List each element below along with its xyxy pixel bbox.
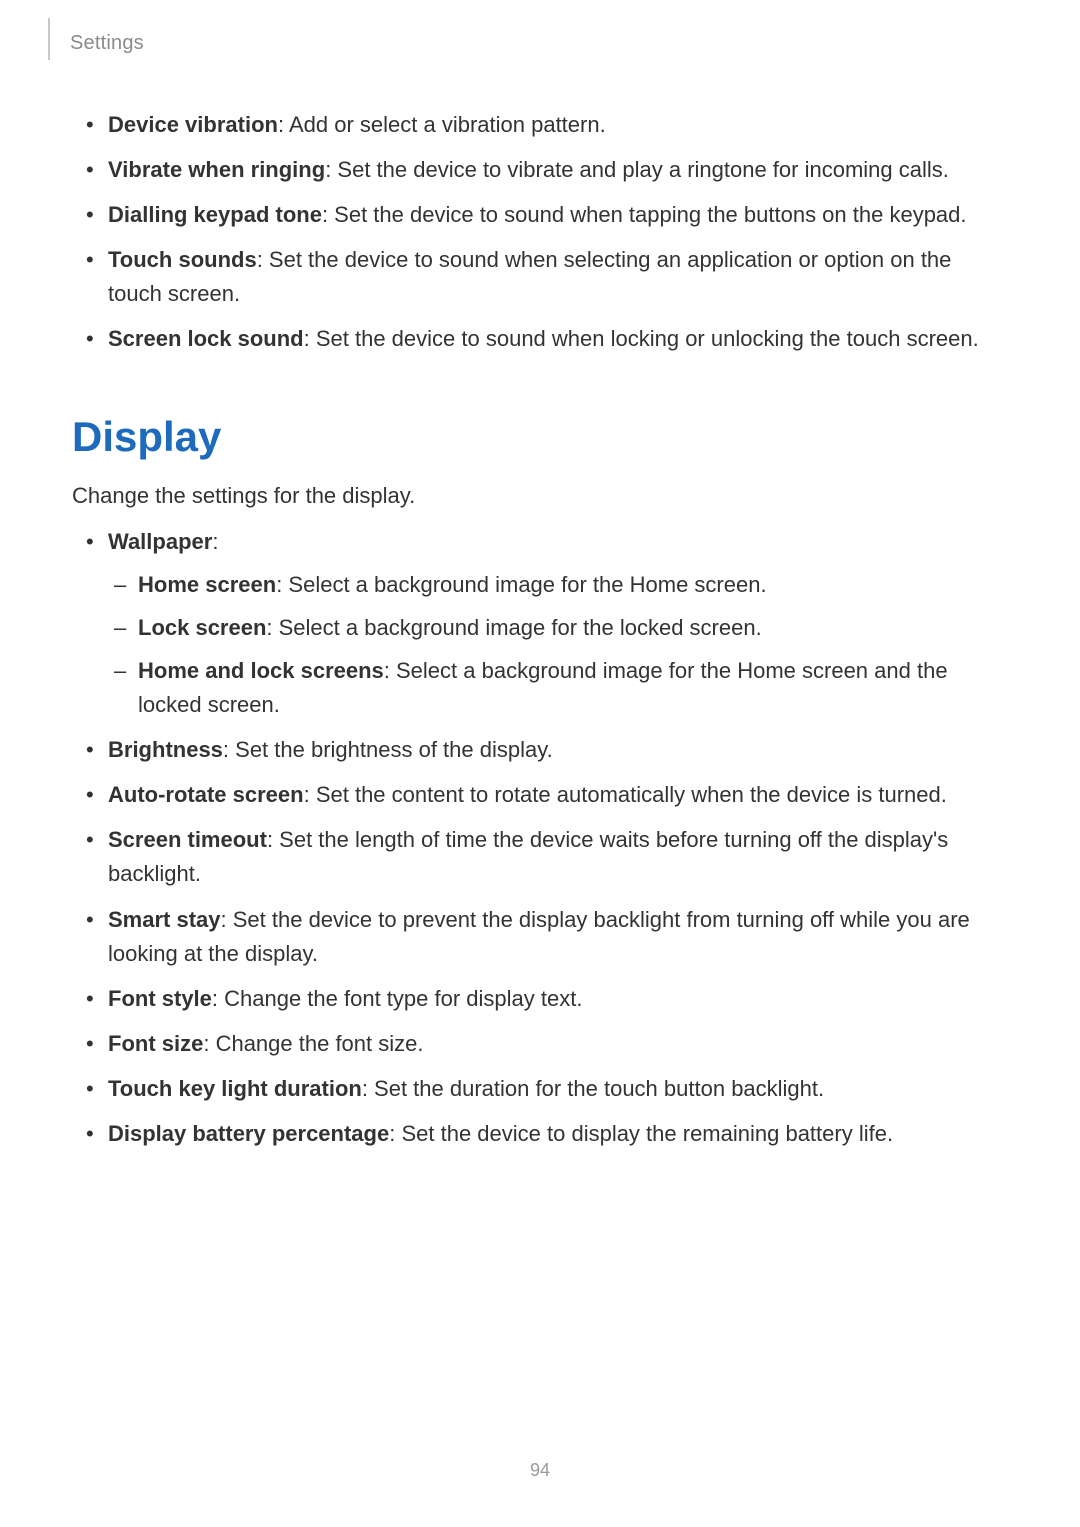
- header-divider: [48, 18, 50, 60]
- list-item: Font size: Change the font size.: [72, 1027, 1008, 1061]
- item-term: Device vibration: [108, 112, 278, 137]
- item-desc: : Set the device to prevent the display …: [108, 907, 970, 966]
- item-desc: : Change the font type for display text.: [212, 986, 583, 1011]
- list-item: Screen lock sound: Set the device to sou…: [72, 322, 1008, 356]
- list-item: Wallpaper: Home screen: Select a backgro…: [72, 525, 1008, 722]
- display-bullet-list: Wallpaper: Home screen: Select a backgro…: [72, 525, 1008, 1151]
- item-desc: : Change the font size.: [203, 1031, 423, 1056]
- list-item: Display battery percentage: Set the devi…: [72, 1117, 1008, 1151]
- item-desc: : Set the device to display the remainin…: [389, 1121, 893, 1146]
- item-desc: :: [212, 529, 218, 554]
- list-item: Smart stay: Set the device to prevent th…: [72, 903, 1008, 971]
- item-desc: : Set the content to rotate automaticall…: [304, 782, 947, 807]
- item-desc: : Select a background image for the lock…: [266, 615, 761, 640]
- item-term: Brightness: [108, 737, 223, 762]
- item-term: Vibrate when ringing: [108, 157, 325, 182]
- item-term: Wallpaper: [108, 529, 212, 554]
- display-intro: Change the settings for the display.: [72, 479, 1008, 513]
- header-section-label: Settings: [70, 32, 144, 55]
- item-term: Home screen: [138, 572, 276, 597]
- list-item: Device vibration: Add or select a vibrat…: [72, 108, 1008, 142]
- page-content: Device vibration: Add or select a vibrat…: [72, 0, 1008, 1151]
- item-term: Font size: [108, 1031, 203, 1056]
- item-desc: : Set the brightness of the display.: [223, 737, 553, 762]
- sounds-bullet-list: Device vibration: Add or select a vibrat…: [72, 108, 1008, 357]
- list-item: Vibrate when ringing: Set the device to …: [72, 153, 1008, 187]
- page: Settings Device vibration: Add or select…: [0, 0, 1080, 1527]
- item-term: Auto-rotate screen: [108, 782, 304, 807]
- item-term: Screen lock sound: [108, 326, 304, 351]
- wallpaper-sublist: Home screen: Select a background image f…: [108, 568, 1008, 722]
- item-term: Lock screen: [138, 615, 266, 640]
- item-desc: : Set the duration for the touch button …: [362, 1076, 824, 1101]
- list-item: Home and lock screens: Select a backgrou…: [108, 654, 1008, 722]
- item-term: Smart stay: [108, 907, 221, 932]
- item-desc: : Add or select a vibration pattern.: [278, 112, 606, 137]
- item-desc: : Select a background image for the Home…: [276, 572, 766, 597]
- list-item: Touch sounds: Set the device to sound wh…: [72, 243, 1008, 311]
- list-item: Screen timeout: Set the length of time t…: [72, 823, 1008, 891]
- list-item: Home screen: Select a background image f…: [108, 568, 1008, 602]
- item-desc: : Set the device to sound when locking o…: [304, 326, 979, 351]
- list-item: Auto-rotate screen: Set the content to r…: [72, 778, 1008, 812]
- list-item: Dialling keypad tone: Set the device to …: [72, 198, 1008, 232]
- page-number: 94: [0, 1460, 1080, 1481]
- item-term: Touch key light duration: [108, 1076, 362, 1101]
- display-heading: Display: [72, 413, 1008, 461]
- item-term: Touch sounds: [108, 247, 257, 272]
- item-desc: : Set the device to sound when tapping t…: [322, 202, 967, 227]
- list-item: Lock screen: Select a background image f…: [108, 611, 1008, 645]
- list-item: Brightness: Set the brightness of the di…: [72, 733, 1008, 767]
- list-item: Touch key light duration: Set the durati…: [72, 1072, 1008, 1106]
- item-desc: : Set the device to vibrate and play a r…: [325, 157, 949, 182]
- item-term: Display battery percentage: [108, 1121, 389, 1146]
- list-item: Font style: Change the font type for dis…: [72, 982, 1008, 1016]
- item-term: Screen timeout: [108, 827, 267, 852]
- item-term: Home and lock screens: [138, 658, 384, 683]
- item-term: Font style: [108, 986, 212, 1011]
- item-term: Dialling keypad tone: [108, 202, 322, 227]
